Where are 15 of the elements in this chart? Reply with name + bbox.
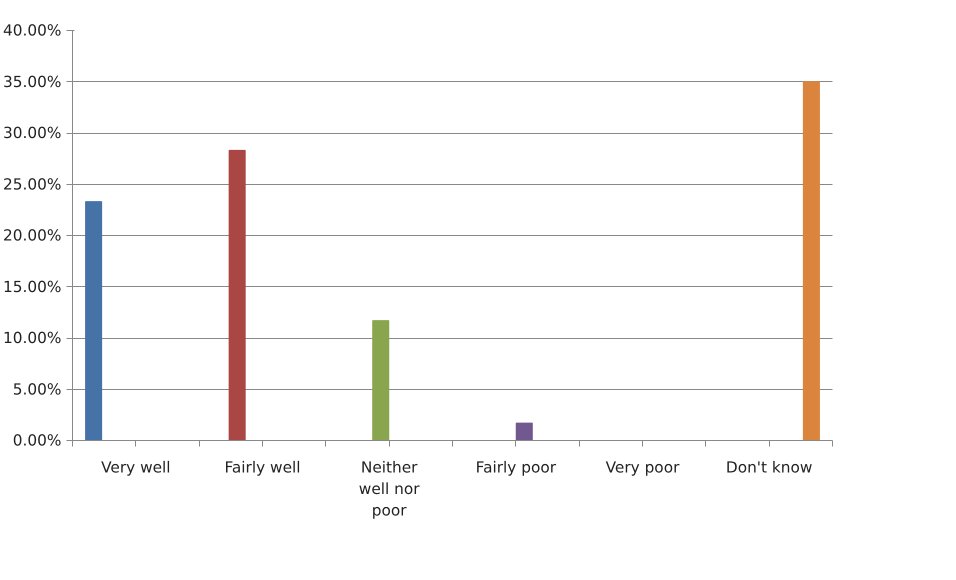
y-tick-label: 30.00% (3, 124, 62, 142)
y-tick-label: 40.00% (3, 22, 62, 40)
x-tick-label: Fairly well (224, 458, 301, 476)
y-tick-label: 20.00% (3, 226, 62, 244)
y-tick-label: 35.00% (3, 72, 62, 91)
y-tick-label: 15.00% (3, 278, 62, 296)
x-tick-label: Don't know (726, 458, 812, 476)
y-tick-label: 5.00% (12, 380, 62, 398)
x-tick-label: Very poor (606, 458, 680, 476)
x-tick-label: Neither well nor poor (358, 458, 420, 520)
x-tick-label: Fairly poor (476, 458, 557, 476)
x-tick-label: Very well (101, 458, 171, 476)
y-tick-label: 25.00% (3, 175, 62, 194)
y-tick-label: 10.00% (3, 329, 62, 347)
y-tick-label: 0.00% (12, 432, 62, 450)
